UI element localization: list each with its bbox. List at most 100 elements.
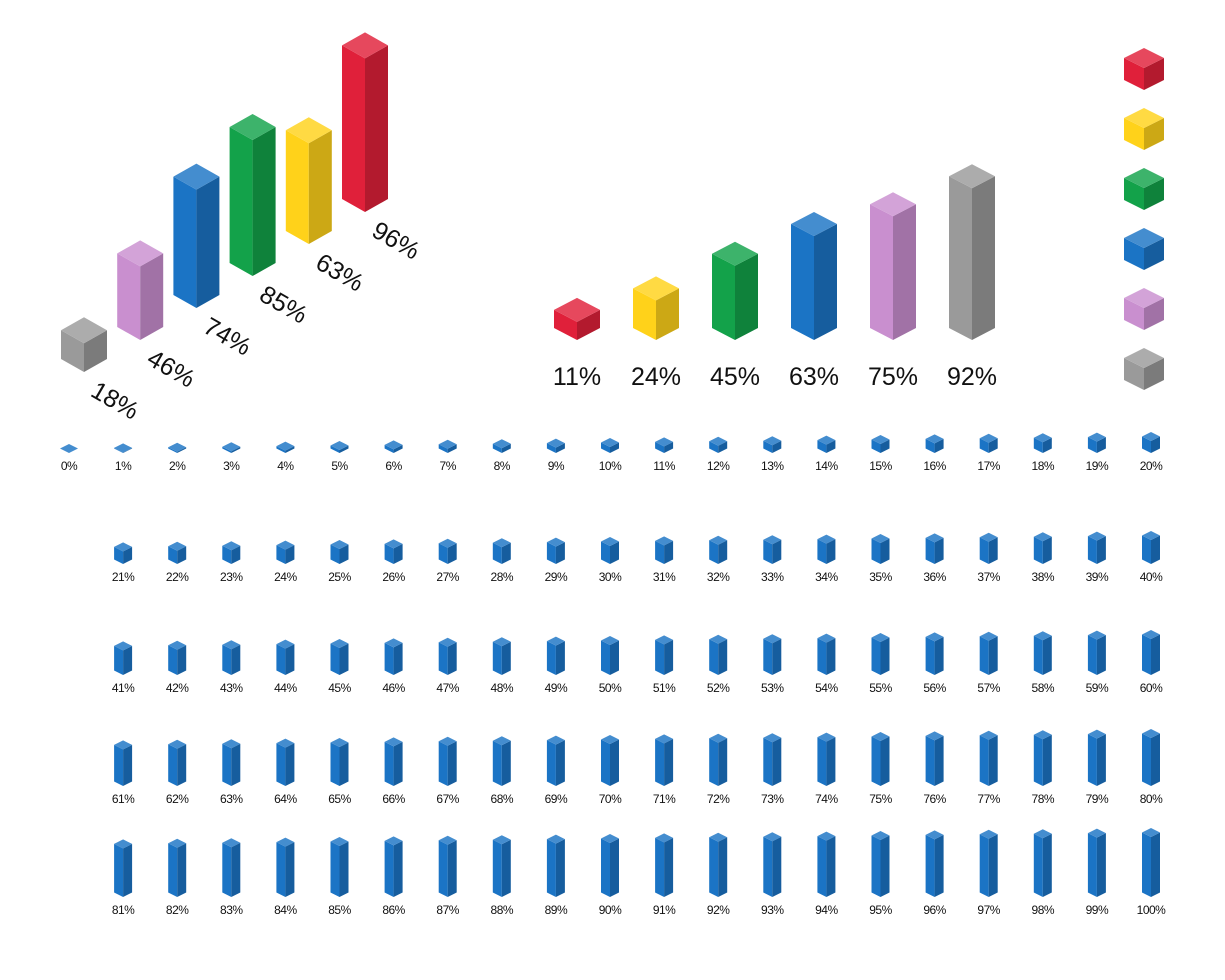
right-face [1144, 238, 1164, 270]
right-face [1151, 535, 1160, 564]
value-label: 29% [545, 570, 568, 584]
left-face [117, 253, 141, 340]
bar [492, 835, 511, 897]
top-face [276, 837, 295, 847]
top-face [330, 540, 349, 549]
value-label: 25% [328, 570, 351, 584]
bar [114, 839, 133, 897]
top-face [438, 736, 457, 746]
left-face [1142, 436, 1151, 453]
left-face [168, 744, 178, 786]
value-label: 56% [923, 681, 946, 695]
left-face [979, 537, 989, 564]
top-face [1124, 48, 1164, 68]
top-face [222, 541, 241, 551]
bar [871, 732, 890, 786]
left-face [979, 735, 989, 786]
left-face [1124, 298, 1144, 330]
value-label: 91% [653, 903, 676, 917]
top-face [601, 438, 619, 447]
top-face [384, 836, 403, 846]
left-face [546, 839, 556, 897]
left-face [655, 441, 665, 453]
bar [871, 534, 890, 564]
left-face [870, 204, 893, 340]
bar [114, 641, 133, 675]
value-label: 63% [220, 792, 243, 806]
left-face [330, 445, 340, 453]
left-face [168, 843, 178, 897]
top-face [438, 835, 457, 845]
left-face [384, 840, 394, 897]
bar [655, 536, 674, 564]
top-face [633, 276, 679, 301]
bar [438, 736, 457, 786]
top-face [655, 437, 674, 447]
top-face [168, 838, 187, 848]
right-face [988, 735, 998, 786]
left-face [438, 741, 448, 786]
right-face [1042, 635, 1052, 675]
right-face [501, 542, 511, 564]
value-label: 21% [112, 570, 135, 584]
top-face [330, 738, 349, 747]
bar [222, 442, 241, 453]
right-face [501, 740, 511, 786]
bar [709, 436, 728, 453]
right-face [610, 541, 619, 564]
left-face [222, 545, 232, 564]
bar [384, 539, 403, 564]
right-face [934, 834, 944, 897]
value-label: 78% [1032, 792, 1055, 806]
right-face [501, 443, 511, 453]
value-label: 28% [491, 570, 514, 584]
right-face [252, 127, 276, 276]
left-face [114, 744, 124, 786]
value-label: 74% [199, 312, 256, 361]
value-label: 45% [328, 681, 351, 695]
top-face [330, 639, 349, 648]
left-face [554, 309, 577, 340]
bar [817, 435, 836, 453]
top-face [222, 838, 241, 848]
top-face [114, 542, 133, 552]
right-face [880, 835, 890, 897]
value-label: 98% [1032, 903, 1055, 917]
value-label: 5% [331, 459, 348, 473]
bar [655, 437, 674, 453]
bar [709, 634, 728, 675]
bar [222, 838, 241, 897]
top-face [1033, 532, 1052, 542]
right-face [718, 738, 728, 786]
right-face [231, 842, 241, 897]
value-label: 8% [494, 459, 511, 473]
right-face [339, 742, 349, 786]
right-face [1144, 118, 1164, 150]
value-label: 62% [166, 792, 189, 806]
bar [168, 442, 187, 453]
bar [601, 636, 619, 675]
bar [1087, 630, 1106, 675]
right-face [339, 445, 349, 453]
top-face [601, 537, 619, 546]
top-face [763, 436, 782, 446]
bar [438, 637, 457, 675]
top-face [384, 440, 403, 450]
value-label: 14% [815, 459, 838, 473]
right-face [140, 253, 164, 340]
value-label: 31% [653, 570, 676, 584]
left-face [438, 642, 448, 675]
left-face [222, 446, 232, 453]
left-face [791, 224, 814, 340]
left-face [979, 636, 989, 675]
value-label: 72% [707, 792, 730, 806]
bar [763, 535, 782, 564]
top-face [1142, 828, 1160, 837]
top-face [1087, 630, 1106, 640]
top-face [492, 439, 511, 449]
left-face [871, 835, 881, 897]
top-face [1087, 729, 1106, 739]
value-label: 71% [653, 792, 676, 806]
top-face [276, 540, 295, 550]
value-label: 41% [112, 681, 135, 695]
